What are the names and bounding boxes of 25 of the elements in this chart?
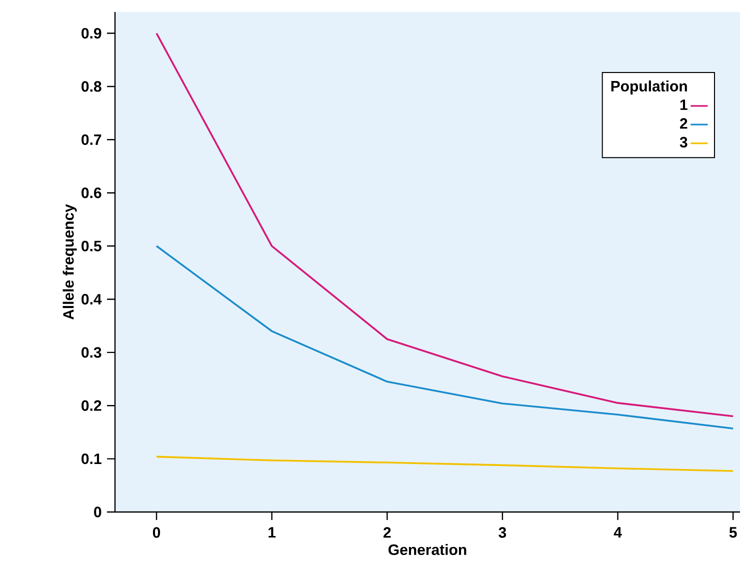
x-axis-title: Generation bbox=[388, 544, 466, 556]
line-series bbox=[156, 32, 734, 418]
y-tick-label: 0 bbox=[94, 506, 102, 518]
y-tick-label: 0.8 bbox=[82, 81, 102, 92]
legend-label: 3 bbox=[680, 136, 688, 148]
y-tick-label: 0.2 bbox=[82, 400, 102, 411]
y-tick-label: 0.7 bbox=[82, 134, 102, 145]
x-tick-label: 2 bbox=[383, 527, 391, 538]
legend-label: 2 bbox=[680, 118, 688, 129]
x-tick-label: 4 bbox=[614, 527, 622, 538]
y-tick-label: 0.6 bbox=[82, 188, 102, 198]
y-tick-label: 0.9 bbox=[82, 28, 102, 39]
y-tick-label: 0.3 bbox=[82, 347, 102, 358]
line-series bbox=[156, 245, 734, 430]
line-series bbox=[156, 456, 734, 472]
y-axis-title: Allele frequency bbox=[62, 204, 77, 320]
legend-title: Population bbox=[611, 80, 687, 94]
y-tick-label: 0.1 bbox=[82, 453, 102, 464]
x-tick-label: 1 bbox=[268, 527, 276, 538]
x-tick-label: 3 bbox=[498, 527, 506, 538]
legend-label: 1 bbox=[680, 100, 688, 110]
y-tick-label: 0.5 bbox=[82, 240, 102, 252]
x-tick-label: 5 bbox=[729, 527, 737, 538]
x-tick-label: 0 bbox=[152, 527, 160, 538]
y-tick-label: 0.4 bbox=[82, 294, 102, 305]
